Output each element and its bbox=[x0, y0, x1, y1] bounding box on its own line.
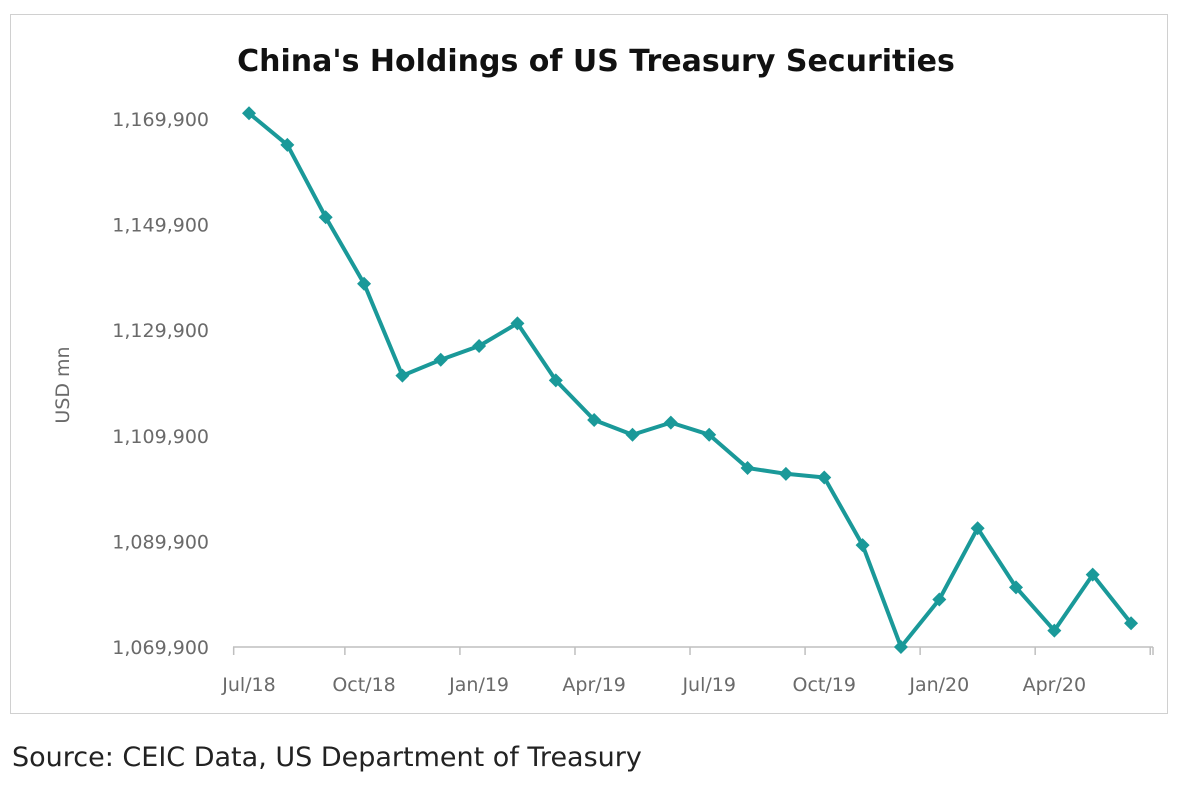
data-point-marker bbox=[778, 466, 793, 481]
data-point-marker bbox=[280, 137, 295, 152]
line-chart: China's Holdings of US Treasury Securiti… bbox=[52, 44, 1154, 696]
y-tick-label: 1,129,900 bbox=[112, 320, 209, 342]
data-point-marker bbox=[817, 470, 832, 485]
data-point-marker bbox=[625, 427, 640, 442]
y-tick-label: 1,089,900 bbox=[112, 531, 209, 553]
data-point-marker bbox=[242, 106, 256, 121]
data-point-marker bbox=[740, 461, 755, 476]
x-axis-ticks bbox=[232, 647, 1154, 655]
data-point-marker bbox=[1047, 623, 1062, 638]
data-point-marker bbox=[433, 352, 448, 367]
x-tick-label: Apr/19 bbox=[562, 674, 625, 696]
data-point-marker bbox=[702, 427, 717, 442]
data-point-marker bbox=[1124, 616, 1139, 631]
data-point-marker bbox=[1085, 567, 1100, 582]
data-point-marker bbox=[855, 538, 870, 553]
data-point-marker bbox=[893, 640, 908, 654]
data-point-marker bbox=[548, 373, 563, 388]
data-point-marker bbox=[357, 276, 372, 291]
data-point-marker bbox=[932, 592, 947, 607]
series-line bbox=[247, 111, 1134, 649]
x-tick-label: Oct/18 bbox=[332, 674, 395, 696]
y-tick-label: 1,109,900 bbox=[112, 426, 209, 448]
data-point-marker bbox=[587, 412, 602, 427]
chart-frame: China's Holdings of US Treasury Securiti… bbox=[10, 14, 1168, 714]
y-axis-title: USD mn bbox=[52, 346, 74, 423]
chart-title: China's Holdings of US Treasury Securiti… bbox=[237, 44, 955, 79]
source-note: Source: CEIC Data, US Department of Trea… bbox=[12, 742, 642, 773]
x-axis-tick-labels: Jul/18 Oct/18 Jan/19 Apr/19 Jul/19 Oct/19 Jan/… bbox=[221, 674, 1086, 696]
y-tick-label: 1,069,900 bbox=[112, 637, 209, 659]
data-point-marker bbox=[395, 368, 410, 383]
data-point-marker bbox=[663, 415, 678, 430]
y-axis-ticks: 1,069,900 1,089,900 1,109,900 1,129,900 1,14… bbox=[112, 109, 209, 659]
x-tick-label: Jan/20 bbox=[908, 674, 969, 696]
data-point-marker bbox=[318, 210, 333, 225]
data-point-marker bbox=[1009, 580, 1023, 595]
series-markers bbox=[242, 106, 1139, 654]
y-tick-label: 1,169,900 bbox=[112, 109, 209, 131]
data-point-marker bbox=[510, 316, 525, 331]
data-point-marker bbox=[472, 339, 487, 354]
y-tick-label: 1,149,900 bbox=[112, 215, 209, 237]
x-tick-label: Jul/18 bbox=[221, 674, 276, 696]
data-point-marker bbox=[970, 521, 985, 536]
x-tick-label: Jan/19 bbox=[448, 674, 509, 696]
x-tick-label: Jul/19 bbox=[681, 674, 736, 696]
x-tick-label: Apr/20 bbox=[1023, 674, 1086, 696]
x-tick-label: Oct/19 bbox=[793, 674, 856, 696]
